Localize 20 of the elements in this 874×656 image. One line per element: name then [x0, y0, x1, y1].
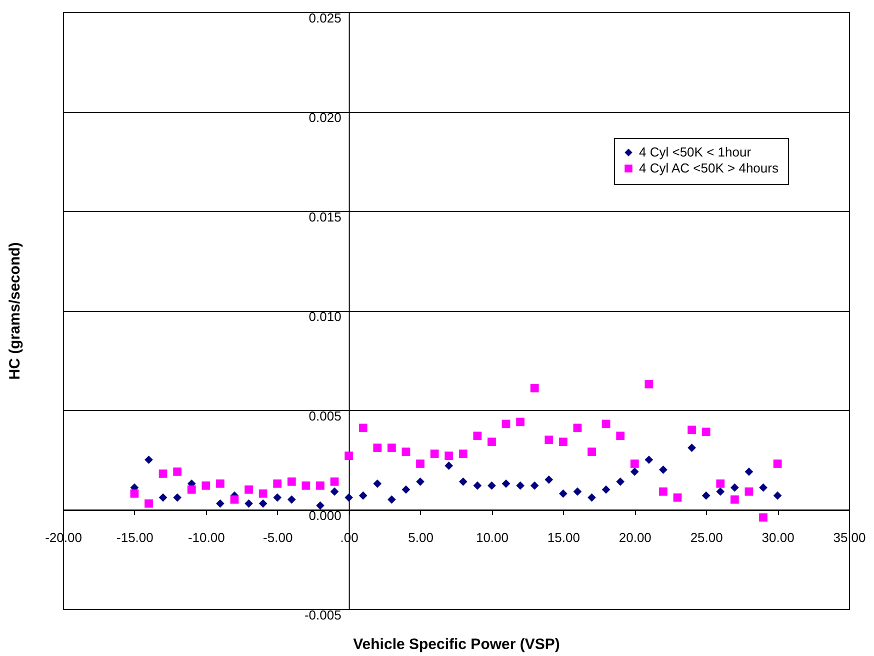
x-tick-label: 5.00 [408, 530, 434, 545]
x-tick-label: -5.00 [263, 530, 293, 545]
x-tick-label: 15.00 [547, 530, 580, 545]
y-tick-label: 0.025 [308, 10, 342, 26]
x-tick-label: 20.00 [618, 530, 652, 545]
legend-label: 4 Cyl <50K < 1hour [639, 144, 752, 160]
y-tick-label: 0.015 [308, 210, 342, 224]
y-tick-label: 0.020 [308, 110, 342, 125]
x-axis-title: Vehicle Specific Power (VSP) [353, 636, 560, 653]
y-tick-label: 0.005 [308, 408, 342, 424]
x-tick-label: 30.00 [762, 530, 794, 545]
y-axis-title: HC (grams/second) [6, 242, 24, 380]
x-tick-label: 10.00 [476, 530, 508, 545]
x-tick-label: 25.00 [690, 530, 723, 545]
y-tick-label: 0.000 [308, 508, 342, 523]
x-tick-label: -10.00 [188, 530, 225, 545]
y-tick-label: 0.010 [308, 309, 342, 324]
y-tick-label: -0.005 [304, 608, 342, 622]
x-tick-label: -15.00 [116, 530, 154, 545]
legend-label: 4 Cyl AC <50K > 4hours [639, 160, 779, 176]
